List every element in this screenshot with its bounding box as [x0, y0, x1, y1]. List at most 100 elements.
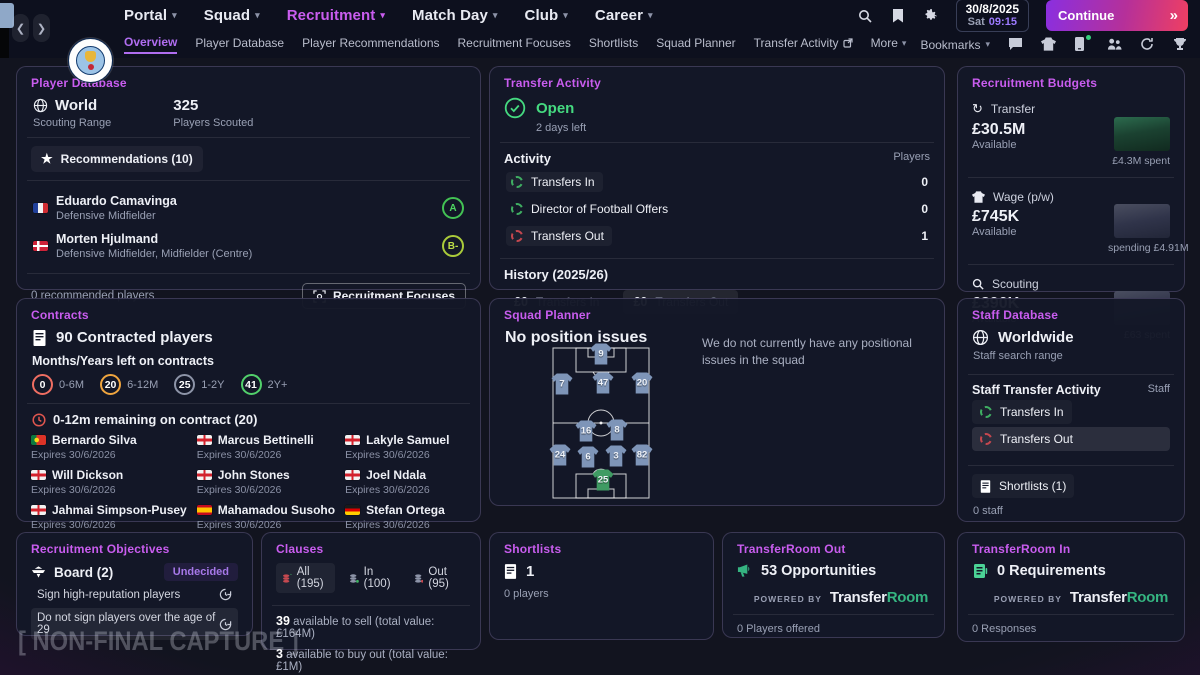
formation-shirt[interactable]: 3 [605, 445, 627, 467]
tab-more[interactable]: More ▾ [870, 36, 907, 50]
staff-shortlists-button[interactable]: Shortlists (1) [972, 474, 1075, 498]
tab-transfer-activity[interactable]: Transfer Activity [754, 36, 853, 53]
formation-pitch[interactable]: 9 7 47 20 16 8 24 6 3 82 25 [549, 343, 653, 499]
pending-clock-icon[interactable] [219, 618, 232, 631]
history-back-button[interactable]: ❮ [12, 14, 29, 42]
chat-icon[interactable] [1008, 37, 1023, 52]
social-icon[interactable] [1107, 37, 1122, 52]
contract-player[interactable]: Stefan Ortega Expires 30/6/2026 [345, 503, 445, 531]
clauses-tab-all[interactable]: All (195) [276, 563, 335, 593]
panel-title: Transfer Activity [504, 76, 601, 90]
nav-recruitment[interactable]: Recruitment ▾ [286, 7, 385, 24]
nation-flag [345, 470, 361, 480]
nav-career[interactable]: Career ▾ [594, 7, 653, 24]
tab-overview[interactable]: Overview [124, 35, 178, 54]
contract-badge-1-2y[interactable]: 25 1-2Y [174, 374, 225, 395]
continue-button[interactable]: Continue » [1046, 0, 1188, 31]
transfers-in-row[interactable]: Transfers In 0 [504, 168, 930, 196]
recommended-player-row[interactable]: Morten Hjulmand Defensive Midfielder, Mi… [31, 227, 466, 265]
transfer-in-icon [980, 406, 992, 418]
recommended-player-row[interactable]: Eduardo Camavinga Defensive Midfielder A [31, 189, 466, 227]
nav-squad[interactable]: Squad ▾ [203, 7, 260, 24]
clauses-tab-out[interactable]: Out (95) [408, 563, 466, 593]
tab-recruitment-focuses[interactable]: Recruitment Focuses [457, 36, 571, 50]
panel-title: Squad Planner [504, 308, 591, 322]
pending-clock-icon[interactable] [219, 588, 232, 601]
transferroom-in-panel: TransferRoom In 0 Requirements POWERED B… [957, 532, 1185, 642]
contract-player[interactable]: John Stones Expires 30/6/2026 [196, 468, 290, 496]
wage-budget[interactable]: Wage (p/w) £745K Available spending £4.9… [972, 190, 1189, 254]
bookmark-icon[interactable] [890, 8, 906, 24]
staff-search-range[interactable]: Worldwide [972, 329, 1170, 346]
nav-club[interactable]: Club ▾ [524, 7, 568, 24]
bookmarks-dropdown[interactable]: Bookmarks ▾ [920, 37, 990, 52]
formation-shirt[interactable]: 9 [590, 343, 612, 365]
divider [968, 465, 1174, 466]
contract-badge-2y-plus[interactable]: 41 2Y+ [240, 374, 287, 395]
recommendations-button[interactable]: ★ Recommendations (10) [31, 146, 203, 172]
formation-shirt[interactable]: 20 [631, 372, 653, 394]
opportunities-count[interactable]: 53 Opportunities [737, 563, 930, 579]
nation-flag [33, 241, 48, 251]
search-icon[interactable] [857, 8, 873, 24]
requirements-count[interactable]: 0 Requirements [972, 563, 1170, 579]
contract-player[interactable]: Bernardo Silva Expires 30/6/2026 [31, 433, 137, 461]
clauses-tab-in[interactable]: In (100) [343, 563, 400, 593]
contract-badge-6-12m[interactable]: 20 6-12M [100, 374, 158, 395]
formation-shirt[interactable]: 24 [549, 444, 571, 466]
staff-transfers-out-row[interactable]: Transfers Out [972, 427, 1170, 451]
contract-player[interactable]: Mahamadou Susoho Expires 30/6/2026 [196, 503, 336, 531]
contract-player[interactable]: Joel Ndala Expires 30/6/2026 [345, 468, 430, 496]
contract-player[interactable]: Marcus Bettinelli Expires 30/6/2026 [196, 433, 314, 461]
contract-icon [33, 329, 46, 346]
contract-player[interactable]: Will Dickson Expires 30/6/2026 [31, 468, 124, 496]
transfers-out-row[interactable]: Transfers Out 1 [504, 222, 930, 250]
objective-row[interactable]: Sign high-reputation players [31, 584, 238, 605]
kit-icon[interactable] [1041, 37, 1056, 52]
formation-shirt[interactable]: 47 [592, 372, 614, 394]
formation-shirt[interactable]: 6 [577, 446, 599, 468]
game-date[interactable]: 30/8/2025 Sat 09:15 [955, 0, 1029, 33]
objective-row[interactable]: Do not sign players over the age of 29 [31, 608, 238, 640]
divider [968, 264, 1174, 265]
coins-icon [414, 573, 424, 583]
window-edge-artifact-2 [0, 28, 9, 58]
nav-portal[interactable]: Portal ▾ [124, 7, 177, 24]
tab-player-database[interactable]: Player Database [195, 36, 285, 50]
transfer-budget[interactable]: ↻ Transfer £30.5M Available £4.3M spent [972, 101, 1170, 167]
megaphone-icon [737, 564, 750, 577]
contract-player[interactable]: Lakyle Samuel Expires 30/6/2026 [345, 433, 450, 461]
tab-squad-planner[interactable]: Squad Planner [656, 36, 736, 50]
staff-count-note: 0 staff [973, 505, 1003, 517]
dof-offers-row[interactable]: Director of Football Offers 0 [504, 198, 930, 220]
transfer-out-icon [980, 433, 992, 445]
history-forward-button[interactable]: ❯ [33, 14, 50, 42]
gear-icon[interactable] [923, 8, 939, 24]
players-scouted-stat[interactable]: 325 Players Scouted [173, 97, 254, 129]
formation-shirt[interactable]: 7 [551, 373, 573, 395]
player-database-panel: Player Database World Scouting Range 325… [16, 66, 481, 309]
tab-shortlists[interactable]: Shortlists [588, 36, 639, 50]
sync-icon[interactable] [1140, 37, 1155, 52]
contract-badge-0-6m[interactable]: 0 0-6M [32, 374, 84, 395]
chevron-down-icon: ▾ [563, 10, 568, 20]
staff-transfers-in-row[interactable]: Transfers In [972, 400, 1072, 424]
activity-column-header: Activity [504, 151, 551, 166]
device-icon[interactable] [1074, 35, 1091, 52]
formation-shirt[interactable]: 16 [575, 420, 597, 442]
shortlists-panel: Shortlists 1 0 players [489, 532, 714, 640]
shortlists-count[interactable]: 1 [504, 563, 699, 580]
transferroom-brand: POWERED BY TransferRoom [753, 589, 928, 606]
notification-dot [1086, 35, 1091, 40]
contract-player[interactable]: Jahmai Simpson-Pusey Expires 30/6/2026 [31, 503, 187, 531]
scouting-range-stat[interactable]: World Scouting Range [33, 97, 112, 129]
nav-match-day[interactable]: Match Day ▾ [411, 7, 498, 24]
clauses-buyout-line: 3 available to buy out (total value: £1M… [276, 647, 448, 673]
formation-shirt[interactable]: 82 [631, 444, 653, 466]
trophy-icon[interactable] [1173, 37, 1188, 52]
tab-player-recommendations[interactable]: Player Recommendations [302, 36, 440, 50]
formation-shirt[interactable]: 8 [606, 419, 628, 441]
club-badge[interactable] [68, 38, 113, 83]
nation-flag [31, 470, 46, 480]
formation-shirt-goalkeeper[interactable]: 25 [592, 469, 614, 491]
